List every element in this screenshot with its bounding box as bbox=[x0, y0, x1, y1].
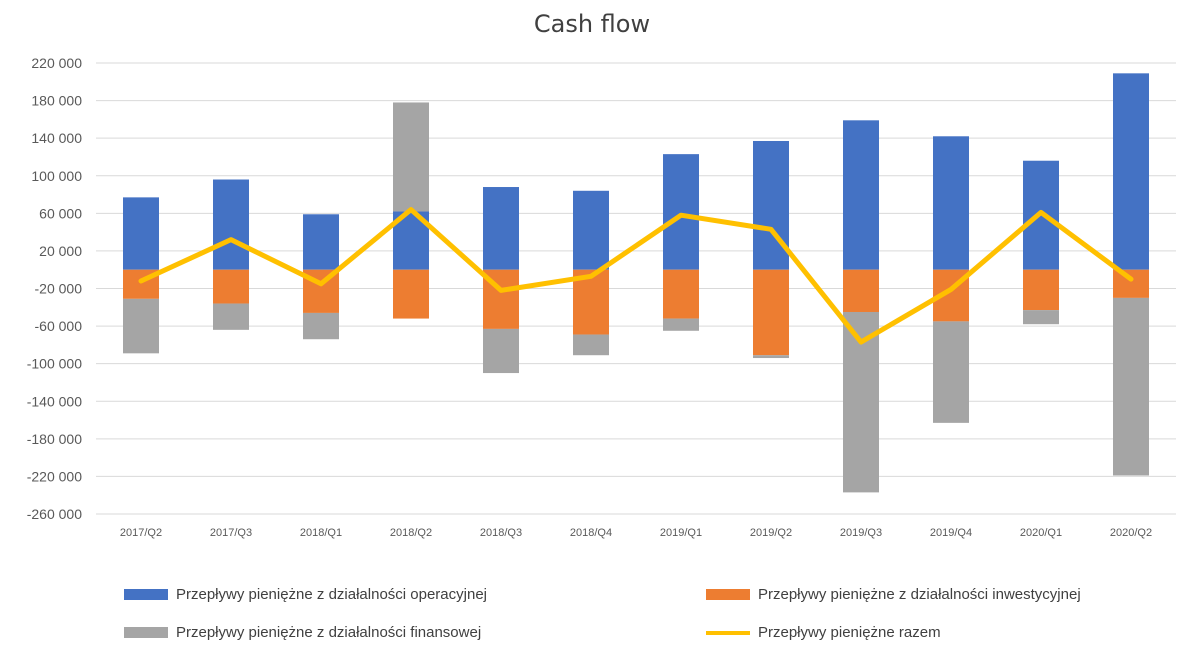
legend-swatch-financing bbox=[124, 627, 168, 638]
bar-financing bbox=[753, 355, 789, 359]
bar-operating bbox=[933, 136, 969, 270]
legend-swatch-total bbox=[706, 630, 750, 635]
bar-investing bbox=[753, 269, 789, 356]
bar-operating bbox=[663, 154, 699, 270]
x-tick-label: 2017/Q2 bbox=[120, 527, 162, 539]
bar-financing bbox=[663, 318, 699, 331]
legend-label-operating: Przepływy pieniężne z działalności opera… bbox=[176, 586, 487, 603]
plot-area: 220 000 180 000 140 000 100 000 60 000 20 000… bbox=[27, 55, 1176, 539]
y-tick-label: 60 000 bbox=[39, 205, 82, 221]
y-tick-label: 20 000 bbox=[39, 243, 82, 259]
bar-operating bbox=[123, 197, 159, 270]
y-tick-label: 220 000 bbox=[31, 55, 82, 71]
legend-swatch-investing bbox=[706, 589, 750, 600]
bar-investing bbox=[1023, 269, 1059, 311]
y-tick-label: -180 000 bbox=[27, 431, 82, 447]
bar-operating bbox=[1113, 73, 1149, 270]
x-tick-label: 2020/Q1 bbox=[1020, 527, 1062, 539]
bar-financing bbox=[573, 334, 609, 356]
bar-investing bbox=[843, 269, 879, 312]
x-tick-label: 2018/Q2 bbox=[390, 527, 432, 539]
y-tick-label: -100 000 bbox=[27, 356, 82, 372]
y-tick-label: -260 000 bbox=[27, 506, 82, 522]
bar-operating bbox=[303, 214, 339, 270]
bar-financing bbox=[393, 102, 429, 212]
bar-operating bbox=[753, 140, 789, 270]
y-tick-label: -140 000 bbox=[27, 393, 82, 409]
line-total bbox=[138, 207, 1134, 345]
bar-financing bbox=[123, 298, 159, 354]
bar-financing bbox=[933, 321, 969, 423]
x-tick-label: 2019/Q1 bbox=[660, 527, 702, 539]
y-tick-label: 100 000 bbox=[31, 168, 82, 184]
y-tick-label: -220 000 bbox=[27, 468, 82, 484]
bar-financing bbox=[1023, 310, 1059, 325]
y-tick-label: 140 000 bbox=[31, 130, 82, 146]
x-tick-label: 2018/Q1 bbox=[300, 527, 342, 539]
legend-label-total: Przepływy pieniężne razem bbox=[758, 624, 941, 641]
bar-investing bbox=[213, 269, 249, 304]
x-tick-label: 2019/Q4 bbox=[930, 527, 972, 539]
bar-operating bbox=[213, 179, 249, 270]
legend-swatch-operating bbox=[124, 589, 168, 600]
x-tick-label: 2020/Q2 bbox=[1110, 527, 1152, 539]
legend-item-total: Przepływy pieniężne razem bbox=[706, 624, 941, 641]
bar-operating bbox=[483, 187, 519, 270]
x-tick-label: 2017/Q3 bbox=[210, 527, 252, 539]
legend-item-financing: Przepływy pieniężne z działalności finan… bbox=[124, 624, 481, 641]
bar-financing bbox=[213, 303, 249, 330]
chart-title: Cash flow bbox=[533, 10, 651, 38]
bar-financing bbox=[303, 312, 339, 340]
x-tick-label: 2018/Q4 bbox=[570, 527, 612, 539]
x-tick-label: 2019/Q2 bbox=[750, 527, 792, 539]
y-tick-label: 180 000 bbox=[31, 93, 82, 109]
legend-label-investing: Przepływy pieniężne z działalności inwes… bbox=[758, 586, 1081, 603]
bar-operating bbox=[573, 190, 609, 270]
bar-investing bbox=[1113, 269, 1149, 298]
bar-investing bbox=[393, 269, 429, 319]
legend-item-investing: Przepływy pieniężne z działalności inwes… bbox=[706, 586, 1081, 603]
legend-item-operating: Przepływy pieniężne z działalności opera… bbox=[124, 586, 487, 603]
y-tick-label: -20 000 bbox=[35, 281, 83, 297]
y-tick-label: -60 000 bbox=[35, 318, 83, 334]
legend-label-financing: Przepływy pieniężne z działalności finan… bbox=[176, 624, 482, 641]
bar-investing bbox=[663, 269, 699, 319]
bar-financing bbox=[1113, 297, 1149, 476]
bar-operating bbox=[843, 120, 879, 270]
bar-financing bbox=[483, 328, 519, 374]
x-tick-label: 2019/Q3 bbox=[840, 527, 882, 539]
x-tick-label: 2018/Q3 bbox=[480, 527, 522, 539]
